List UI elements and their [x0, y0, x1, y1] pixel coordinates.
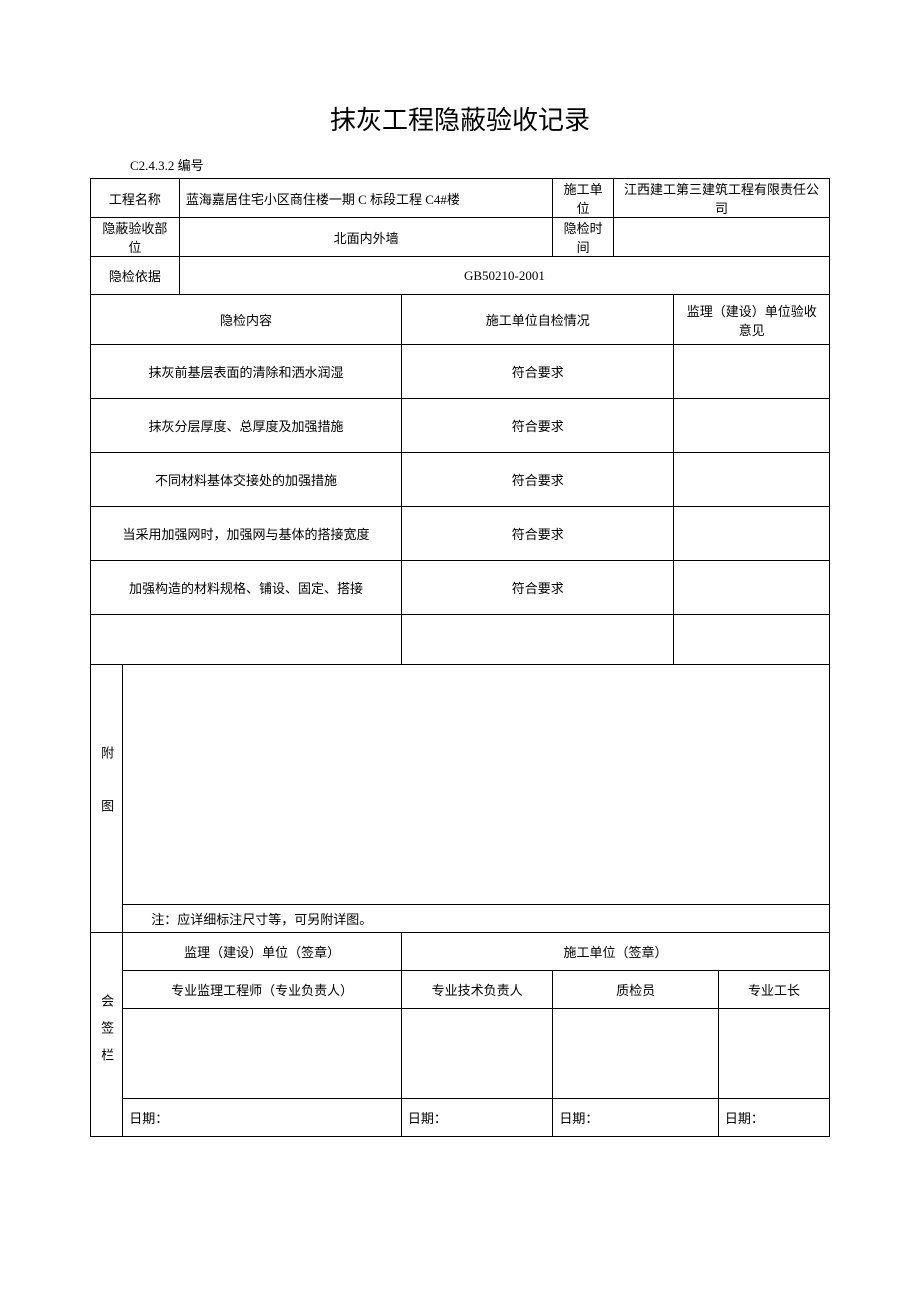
value-construction-unit: 江西建工第三建筑工程有限责任公司 [613, 179, 829, 218]
row-item: 当采用加强网时，加强网与基体的搭接宽度 [91, 507, 402, 561]
row-opinion [674, 399, 830, 453]
label-signoff: 会签栏 [91, 933, 123, 1137]
sign-area-2 [401, 1009, 552, 1099]
date-2: 日期： [401, 1099, 552, 1137]
row-opinion [674, 453, 830, 507]
col-inspect-content: 隐检内容 [91, 295, 402, 345]
attachment-area [123, 665, 830, 905]
date-1: 日期： [123, 1099, 402, 1137]
row-self: 符合要求 [401, 345, 674, 399]
label-project-name: 工程名称 [91, 179, 180, 218]
row-opinion [674, 507, 830, 561]
value-project-name: 蓝海嘉居住宅小区商住楼一期 C 标段工程 C4#楼 [179, 179, 553, 218]
doc-code: C2.4.3.2 编号 [130, 155, 830, 174]
label-basis: 隐检依据 [91, 257, 180, 295]
label-construction-unit: 施工单位 [553, 179, 614, 218]
row-opinion [674, 345, 830, 399]
row-item: 抹灰分层厚度、总厚度及加强措施 [91, 399, 402, 453]
signoff-construction-unit: 施工单位（签章） [401, 933, 829, 971]
row-self: 符合要求 [401, 399, 674, 453]
sign-area-4 [718, 1009, 829, 1099]
attachment-note: 注：应详细标注尺寸等，可另附详图。 [123, 905, 830, 933]
col-opinion: 监理（建设）单位验收意见 [674, 295, 830, 345]
row-self: 符合要求 [401, 453, 674, 507]
label-concealed-part: 隐蔽验收部位 [91, 218, 180, 257]
date-4: 日期： [718, 1099, 829, 1137]
date-3: 日期： [553, 1099, 719, 1137]
row-item [91, 615, 402, 665]
row-item: 抹灰前基层表面的清除和洒水润湿 [91, 345, 402, 399]
signoff-pro-supervisor: 专业监理工程师（专业负责人） [123, 971, 402, 1009]
row-self: 符合要求 [401, 507, 674, 561]
signoff-supervisor-unit: 监理（建设）单位（签章） [123, 933, 402, 971]
signoff-tech-lead: 专业技术负责人 [401, 971, 552, 1009]
signoff-foreman: 专业工长 [718, 971, 829, 1009]
value-inspect-time [613, 218, 829, 257]
label-inspect-time: 隐检时间 [553, 218, 614, 257]
form-table: 工程名称 蓝海嘉居住宅小区商住楼一期 C 标段工程 C4#楼 施工单位 江西建工… [90, 178, 830, 1137]
row-self [401, 615, 674, 665]
row-item: 加强构造的材料规格、铺设、固定、搭接 [91, 561, 402, 615]
sign-area-3 [553, 1009, 719, 1099]
row-opinion [674, 561, 830, 615]
value-concealed-part: 北面内外墙 [179, 218, 553, 257]
col-self-check: 施工单位自检情况 [401, 295, 674, 345]
page-title: 抹灰工程隐蔽验收记录 [90, 100, 830, 137]
sign-area-1 [123, 1009, 402, 1099]
row-item: 不同材料基体交接处的加强措施 [91, 453, 402, 507]
row-opinion [674, 615, 830, 665]
row-self: 符合要求 [401, 561, 674, 615]
label-attachment: 附图 [91, 665, 123, 933]
signoff-qc: 质检员 [553, 971, 719, 1009]
value-basis: GB50210-2001 [179, 257, 829, 295]
